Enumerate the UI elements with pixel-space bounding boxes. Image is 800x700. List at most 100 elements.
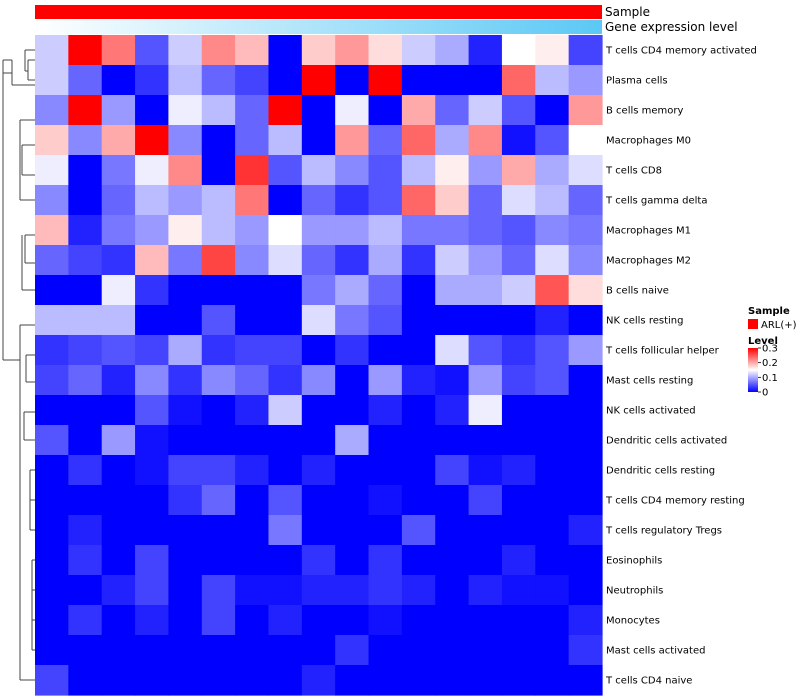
- heatmap-cell: [368, 335, 403, 366]
- heatmap-cell: [435, 665, 470, 696]
- heatmap-cell: [235, 425, 270, 456]
- heatmap-cell: [235, 185, 270, 216]
- heatmap-cell: [168, 305, 203, 336]
- heatmap-cell: [568, 485, 603, 516]
- heatmap-cell: [501, 395, 536, 426]
- heatmap-cell: [435, 515, 470, 546]
- heatmap-cell: [168, 635, 203, 666]
- row-label: B cells memory: [606, 106, 683, 117]
- heatmap-cell: [501, 35, 536, 66]
- heatmap-cell: [168, 35, 203, 66]
- heatmap-cell: [501, 335, 536, 366]
- heatmap-cell: [435, 425, 470, 456]
- heatmap-cell: [335, 455, 370, 486]
- heatmap-cell: [235, 575, 270, 606]
- heatmap-cell: [568, 545, 603, 576]
- heatmap-cell: [301, 185, 336, 216]
- heatmap-cell: [201, 185, 236, 216]
- heatmap-cell: [568, 215, 603, 246]
- heatmap-cell: [68, 275, 103, 306]
- heatmap-cell: [68, 155, 103, 186]
- heatmap-cell: [135, 665, 170, 696]
- heatmap-cell: [101, 575, 136, 606]
- heatmap-cell: [135, 155, 170, 186]
- heatmap-cell: [468, 635, 503, 666]
- heatmap-cell: [268, 245, 303, 276]
- heatmap-cell: [435, 125, 470, 156]
- heatmap-cell: [535, 155, 570, 186]
- heatmap-cell: [268, 125, 303, 156]
- heatmap-cell: [101, 245, 136, 276]
- heatmap-cell: [535, 185, 570, 216]
- heatmap-cell: [568, 155, 603, 186]
- heatmap-cell: [201, 335, 236, 366]
- heatmap-cell: [335, 575, 370, 606]
- row-label: Monocytes: [606, 616, 660, 627]
- heatmap-cell: [101, 635, 136, 666]
- heatmap-cell: [335, 215, 370, 246]
- heatmap-cell: [535, 365, 570, 396]
- heatmap-cell: [235, 155, 270, 186]
- row-label: NK cells activated: [606, 406, 696, 417]
- heatmap-cell: [135, 455, 170, 486]
- heatmap-cell: [501, 305, 536, 336]
- heatmap-cell: [335, 95, 370, 126]
- heatmap-cell: [501, 545, 536, 576]
- heatmap-cell: [201, 365, 236, 396]
- heatmap-cell: [68, 335, 103, 366]
- heatmap-cell: [301, 515, 336, 546]
- heatmap-cell: [435, 305, 470, 336]
- heatmap-cell: [568, 95, 603, 126]
- heatmap-cell: [401, 155, 436, 186]
- heatmap-cell: [101, 305, 136, 336]
- heatmap-cell: [101, 365, 136, 396]
- heatmap-cell: [535, 125, 570, 156]
- heatmap-cell: [101, 125, 136, 156]
- heatmap-cell: [301, 275, 336, 306]
- legend: Sample ARL(+) Level 0.3 0.2 0.1 0: [748, 306, 797, 399]
- heatmap-cell: [435, 245, 470, 276]
- heatmap-cell: [468, 455, 503, 486]
- heatmap-cell: [101, 275, 136, 306]
- heatmap-cell: [501, 275, 536, 306]
- heatmap-cell: [335, 335, 370, 366]
- legend-level-title: Level: [748, 336, 778, 347]
- heatmap-cell: [401, 185, 436, 216]
- heatmap-cell: [501, 95, 536, 126]
- heatmap-cell: [401, 425, 436, 456]
- heatmap-cell: [535, 395, 570, 426]
- row-label: Dendritic cells activated: [606, 436, 727, 447]
- heatmap-cell: [68, 215, 103, 246]
- heatmap-cell: [168, 485, 203, 516]
- heatmap-cell: [101, 65, 136, 96]
- heatmap-cell: [468, 305, 503, 336]
- heatmap-cell: [135, 215, 170, 246]
- heatmap-cell: [501, 575, 536, 606]
- heatmap-cell: [368, 635, 403, 666]
- heatmap-cell: [301, 335, 336, 366]
- heatmap-cell: [35, 305, 69, 336]
- heatmap-cell: [201, 665, 236, 696]
- heatmap-cell: [568, 635, 603, 666]
- heatmap-cell: [268, 155, 303, 186]
- legend-level-tick-label: 0.3: [762, 344, 778, 355]
- heatmap-cell: [468, 605, 503, 636]
- heatmap-cell: [468, 545, 503, 576]
- heatmap-cell: [535, 545, 570, 576]
- heatmap-cell: [201, 245, 236, 276]
- heatmap-cell: [201, 125, 236, 156]
- gene-expression-annotation-bar: [35, 20, 602, 34]
- heatmap-cell: [235, 665, 270, 696]
- heatmap-cell: [201, 215, 236, 246]
- heatmap-cell: [268, 575, 303, 606]
- heatmap-cell: [135, 125, 170, 156]
- heatmap-cell: [368, 425, 403, 456]
- heatmap-cell: [168, 335, 203, 366]
- heatmap-cell: [68, 305, 103, 336]
- heatmap-cell: [435, 215, 470, 246]
- heatmap-cell: [401, 215, 436, 246]
- heatmap-cell: [268, 35, 303, 66]
- heatmap-cell: [568, 125, 603, 156]
- heatmap-cell: [101, 665, 136, 696]
- heatmap-cell: [435, 575, 470, 606]
